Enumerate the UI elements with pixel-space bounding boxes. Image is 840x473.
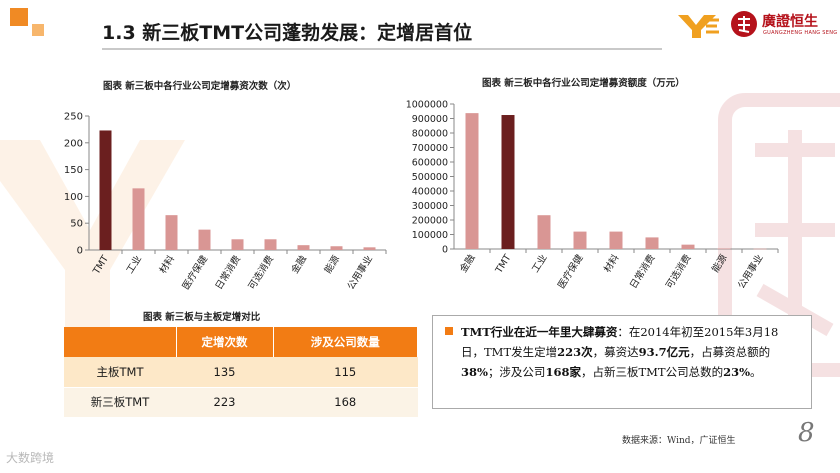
x-tick-label: 日常消费 xyxy=(627,252,657,291)
y-tick-label: 1000000 xyxy=(406,100,448,111)
note-text: ，占新三板TMT公司总数的 xyxy=(580,365,724,379)
table-cell: 115 xyxy=(273,357,418,388)
page-title: 1.3 新三板TMT公司蓬勃发展：定增居首位 xyxy=(102,22,473,44)
bar xyxy=(231,239,244,250)
bar xyxy=(681,244,695,249)
data-source: 数据来源：Wind，广证恒生 xyxy=(622,436,736,446)
y-tick-label: 700000 xyxy=(412,143,448,154)
note-text: 。 xyxy=(750,365,762,379)
x-tick-label: 工业 xyxy=(530,253,549,275)
x-tick-label: 金融 xyxy=(457,252,478,275)
bottom-brand-watermark: 大数跨境 xyxy=(6,451,55,465)
bar xyxy=(537,215,551,249)
note-text: ，募资达 xyxy=(592,345,639,359)
x-tick-label: TMT xyxy=(493,253,513,277)
y-tick-label: 200000 xyxy=(412,216,448,227)
table-cell: 135 xyxy=(176,357,273,388)
brand-name-cn: 廣證恒生 xyxy=(762,14,818,30)
bar xyxy=(198,229,211,250)
x-tick-label: 能源 xyxy=(709,252,730,275)
table-header-cell: 涉及公司数量 xyxy=(273,327,418,357)
note-highlight: 23% xyxy=(723,365,751,379)
left-chart-caption: 图表 新三板中各行业公司定增募资次数（次） xyxy=(103,81,297,92)
y-tick-label: 250 xyxy=(64,112,83,123)
y-tick-label: 0 xyxy=(442,245,448,256)
note-text: ：在2014年初 xyxy=(617,325,693,339)
table-cell: 168 xyxy=(273,387,418,417)
header-square-small xyxy=(32,24,44,36)
seal-logo-icon xyxy=(731,11,757,37)
y-tick-label: 400000 xyxy=(412,187,448,198)
brand-name-en: GUANGZHENG HANG SENG xyxy=(763,30,838,36)
note-highlight: 38% xyxy=(461,365,488,379)
bar xyxy=(645,237,659,249)
note-text: ；涉及公司 xyxy=(487,365,546,379)
ye-logo-icon xyxy=(678,15,719,38)
bar xyxy=(330,246,343,250)
x-tick-label: 材料 xyxy=(601,252,622,275)
bar xyxy=(573,231,587,249)
x-tick-label: 公用事业 xyxy=(735,252,765,291)
header-square-large xyxy=(10,8,28,26)
bar xyxy=(753,248,767,250)
y-tick-label: 50 xyxy=(70,219,83,230)
note-highlight: 223次 xyxy=(557,345,593,359)
note-highlight: 168家 xyxy=(545,365,581,379)
bullet-square-icon xyxy=(445,327,453,335)
note-highlight: 93.7亿元 xyxy=(638,345,690,359)
bar xyxy=(99,130,112,250)
title-underline xyxy=(102,48,662,50)
y-tick-label: 100 xyxy=(64,192,83,203)
table-cell: 223 xyxy=(176,387,273,417)
comparison-table: 定增次数 涉及公司数量 主板TMT 135 115 新三板TMT 223 168 xyxy=(64,327,418,417)
x-tick-label: 可选消费 xyxy=(663,252,693,291)
bar xyxy=(264,239,277,250)
table-cell: 主板TMT xyxy=(64,357,176,388)
bar xyxy=(363,247,376,250)
bar xyxy=(609,231,623,249)
y-tick-label: 200 xyxy=(64,138,83,149)
note-lead: TMT行业在近一年里大肆募资 xyxy=(461,325,618,339)
y-tick-label: 150 xyxy=(64,165,83,176)
bar xyxy=(132,188,145,250)
x-tick-label: 医疗保健 xyxy=(555,252,586,291)
page-number: 8 xyxy=(798,418,815,448)
table-row: 主板TMT 135 115 xyxy=(64,357,418,388)
table-row: 新三板TMT 223 168 xyxy=(64,387,418,417)
y-tick-label: 0 xyxy=(77,246,83,257)
bar xyxy=(297,245,310,250)
table-header-cell xyxy=(64,327,177,357)
table-cell: 新三板TMT xyxy=(64,387,176,417)
y-tick-label: 900000 xyxy=(412,114,448,125)
y-tick-label: 500000 xyxy=(412,172,448,183)
right-chart-caption: 图表 新三板中各行业公司定增募资额度（万元） xyxy=(482,78,685,89)
bar xyxy=(501,115,515,250)
bar xyxy=(165,215,178,250)
table-header-cell: 定增次数 xyxy=(176,327,274,357)
table-caption: 图表 新三板与主板定增对比 xyxy=(143,312,261,323)
y-tick-label: 600000 xyxy=(412,158,448,169)
y-tick-label: 800000 xyxy=(412,129,448,140)
note-text: ，占募资总额的 xyxy=(689,345,771,359)
note-text: 至2015年3月18日，TMT发生定增 xyxy=(461,325,779,359)
y-tick-label: 100000 xyxy=(412,230,448,241)
bar xyxy=(717,248,731,250)
summary-text-box: TMT行业在近一年里大肆募资：在2014年初至2015年3月18日，TMT发生定… xyxy=(432,315,812,409)
y-tick-label: 300000 xyxy=(412,201,448,212)
bar xyxy=(465,113,479,249)
